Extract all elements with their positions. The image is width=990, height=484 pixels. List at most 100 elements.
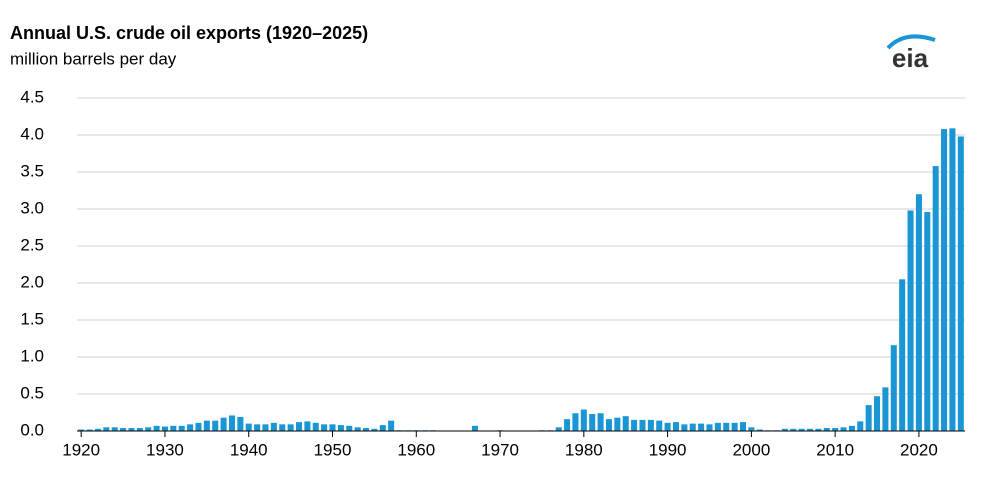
bar <box>857 421 864 431</box>
bar <box>279 424 286 431</box>
bar <box>840 427 847 431</box>
bar <box>907 210 914 431</box>
bar <box>94 428 101 431</box>
bar <box>304 421 311 431</box>
bar <box>656 420 663 431</box>
bar <box>379 425 386 431</box>
bar <box>714 422 721 431</box>
chart-title: Annual U.S. crude oil exports (1920–2025… <box>10 23 368 43</box>
bar <box>664 422 671 431</box>
bar <box>580 409 587 431</box>
bar <box>689 423 696 431</box>
bar <box>128 428 135 431</box>
bar <box>865 405 872 431</box>
bar <box>756 429 763 431</box>
bar <box>672 422 679 431</box>
bar <box>153 425 160 431</box>
logo: eia <box>892 43 929 73</box>
x-tick-label: 2010 <box>816 440 854 459</box>
bar <box>555 427 562 431</box>
bar <box>312 422 319 431</box>
y-tick-label: 3.0 <box>20 198 44 217</box>
bar <box>924 211 931 431</box>
x-tick-label: 1920 <box>62 440 100 459</box>
bar <box>949 128 956 431</box>
y-tick-label: 1.5 <box>20 309 44 328</box>
bar <box>572 413 579 431</box>
bar <box>178 425 185 431</box>
bar <box>790 428 797 431</box>
bar <box>890 345 897 431</box>
bar <box>270 422 277 431</box>
x-tick-label: 1990 <box>649 440 687 459</box>
bar <box>597 413 604 431</box>
y-tick-label: 2.5 <box>20 235 44 254</box>
bar <box>287 424 294 431</box>
bar <box>321 424 328 431</box>
y-tick-label: 3.5 <box>20 161 44 180</box>
bar <box>78 429 85 431</box>
bar <box>807 428 814 431</box>
bar <box>371 428 378 431</box>
x-tick-label: 1940 <box>230 440 268 459</box>
bar <box>748 427 755 431</box>
bar <box>832 428 839 431</box>
bar <box>915 194 922 431</box>
bar <box>706 424 713 431</box>
bar <box>739 422 747 431</box>
bar <box>882 387 889 431</box>
bar <box>848 425 855 431</box>
chart-subtitle: million barrels per day <box>10 49 177 68</box>
bar <box>471 425 478 431</box>
bar <box>731 422 738 431</box>
bar <box>86 429 93 431</box>
y-tick-label: 0.5 <box>20 383 44 402</box>
bar <box>262 424 269 431</box>
bar <box>228 415 235 431</box>
bar <box>136 428 143 431</box>
x-tick-label: 2020 <box>900 440 938 459</box>
x-tick-label: 2000 <box>732 440 770 459</box>
bar <box>337 425 344 431</box>
x-tick-label: 1970 <box>481 440 519 459</box>
bar <box>681 424 688 431</box>
logo-swoosh <box>886 34 936 50</box>
bar <box>254 424 261 431</box>
bar <box>874 396 881 431</box>
bar <box>203 420 210 431</box>
bar <box>120 428 127 431</box>
x-tick-label: 1950 <box>314 440 352 459</box>
bar <box>932 166 939 431</box>
y-tick-label: 4.5 <box>20 87 44 106</box>
bar <box>346 425 353 431</box>
bar <box>631 419 638 431</box>
x-tick-label: 1930 <box>146 440 184 459</box>
bar <box>815 428 822 431</box>
bar <box>245 423 252 431</box>
bar <box>220 417 227 431</box>
x-tick-label: 1960 <box>397 440 435 459</box>
y-tick-label: 2.0 <box>20 272 44 291</box>
bar <box>388 420 395 431</box>
bar <box>329 424 336 431</box>
bar <box>170 425 177 431</box>
bar <box>363 428 370 431</box>
bar <box>295 422 303 431</box>
bar <box>161 426 168 431</box>
bar <box>698 423 705 431</box>
bar <box>781 428 788 431</box>
bar <box>111 427 118 431</box>
bar <box>622 416 629 431</box>
bar <box>957 136 964 432</box>
bar <box>589 413 596 431</box>
bar <box>798 428 805 431</box>
bar <box>723 422 730 431</box>
bar <box>103 427 110 431</box>
bar <box>899 279 906 431</box>
bar <box>187 424 194 431</box>
y-tick-label: 1.0 <box>20 346 44 365</box>
y-tick-label: 0.0 <box>20 420 44 439</box>
bar <box>639 419 646 431</box>
